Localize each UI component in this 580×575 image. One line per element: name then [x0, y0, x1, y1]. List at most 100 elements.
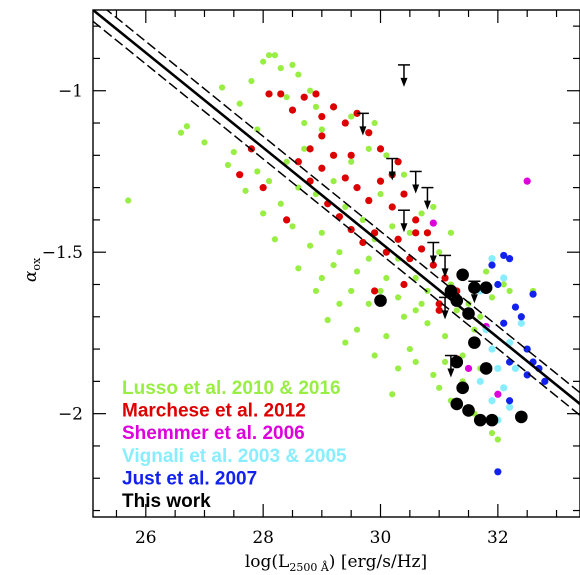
data-point	[412, 216, 420, 224]
data-point	[277, 65, 284, 72]
data-point	[505, 255, 514, 263]
data-point	[376, 177, 385, 185]
data-point	[312, 287, 320, 295]
data-point	[450, 355, 464, 369]
data-point	[336, 300, 343, 307]
data-point	[283, 216, 291, 224]
legend-entry: Shemmer et al. 2006	[122, 423, 305, 444]
data-point	[271, 236, 278, 243]
data-point	[500, 319, 508, 327]
data-point	[412, 274, 419, 282]
data-point	[541, 377, 549, 385]
y-axis-title: αox	[21, 257, 43, 282]
data-point	[430, 371, 437, 379]
data-point	[494, 280, 502, 289]
data-point	[330, 178, 337, 185]
data-point	[394, 235, 402, 243]
y-axis-title-sub: ox	[30, 257, 43, 271]
data-point	[505, 403, 514, 411]
data-point	[201, 139, 208, 146]
upper-limit-marker	[397, 64, 410, 87]
fit-band-line	[105, 10, 580, 394]
data-point	[444, 284, 458, 298]
data-point	[353, 268, 361, 275]
data-point	[494, 390, 502, 398]
data-point	[324, 316, 331, 324]
upper-limit-marker	[427, 241, 440, 265]
data-point	[365, 300, 372, 307]
data-point	[125, 197, 132, 204]
data-point	[400, 313, 408, 320]
data-point	[388, 203, 396, 211]
x-axis-title-sub: 2500 Å	[289, 560, 329, 574]
upper-limit-arrowhead	[412, 184, 420, 194]
data-point	[271, 52, 278, 59]
data-point	[453, 307, 460, 314]
data-point	[479, 362, 493, 375]
data-point	[295, 265, 302, 272]
data-point	[488, 261, 496, 269]
data-point	[289, 223, 296, 230]
data-point	[177, 129, 185, 136]
data-point	[462, 404, 475, 417]
data-point	[295, 71, 302, 78]
data-point	[365, 196, 373, 205]
upper-limit-marker	[468, 280, 481, 304]
data-point	[318, 126, 325, 133]
data-point	[365, 129, 373, 137]
data-point	[515, 410, 528, 424]
data-point	[377, 287, 384, 295]
data-point	[435, 306, 443, 314]
data-point	[371, 229, 379, 237]
legend-entry: Vignali et al. 2003 & 2005	[122, 446, 347, 467]
data-point	[230, 148, 237, 156]
data-point	[394, 158, 402, 166]
data-point	[529, 290, 537, 298]
data-point	[400, 190, 408, 198]
data-point	[424, 320, 431, 327]
data-point	[248, 77, 255, 85]
data-point	[456, 268, 469, 282]
data-point	[468, 336, 481, 349]
data-point	[377, 190, 384, 198]
upper-limit-arrowhead	[400, 77, 408, 87]
data-point	[277, 90, 285, 98]
data-point	[383, 152, 390, 159]
data-point	[447, 229, 455, 236]
data-point	[265, 178, 273, 185]
data-point	[383, 274, 390, 282]
data-point	[436, 384, 443, 391]
data-point	[236, 100, 243, 107]
upper-limit-arrowhead	[429, 255, 437, 265]
fit-band-line	[93, 20, 580, 416]
data-point	[485, 413, 499, 427]
data-point	[412, 229, 420, 237]
data-point	[224, 161, 232, 169]
data-point	[406, 229, 413, 236]
data-point	[318, 229, 325, 236]
data-point	[353, 184, 361, 192]
data-point	[289, 61, 296, 68]
upper-limit-arrowhead	[441, 310, 449, 320]
data-point	[254, 168, 261, 175]
data-point	[395, 294, 402, 301]
data-point	[348, 287, 355, 295]
data-point	[353, 326, 361, 333]
data-point	[260, 210, 267, 217]
y-axis-title-main: α	[21, 270, 41, 282]
upper-limit-marker	[397, 209, 410, 233]
legend-entry: Lusso et al. 2010 & 2016	[122, 378, 341, 399]
data-point	[435, 300, 443, 308]
data-point	[342, 203, 349, 211]
y-tick-label: −2	[58, 405, 83, 425]
data-point	[341, 119, 349, 127]
data-point	[265, 90, 273, 98]
upper-limit-arrowhead	[470, 294, 478, 304]
data-point	[523, 177, 531, 185]
x-axis-title-main: log(L	[245, 552, 289, 572]
data-point	[417, 245, 426, 253]
data-point	[330, 262, 337, 269]
data-point	[423, 229, 432, 237]
data-point	[318, 112, 326, 121]
